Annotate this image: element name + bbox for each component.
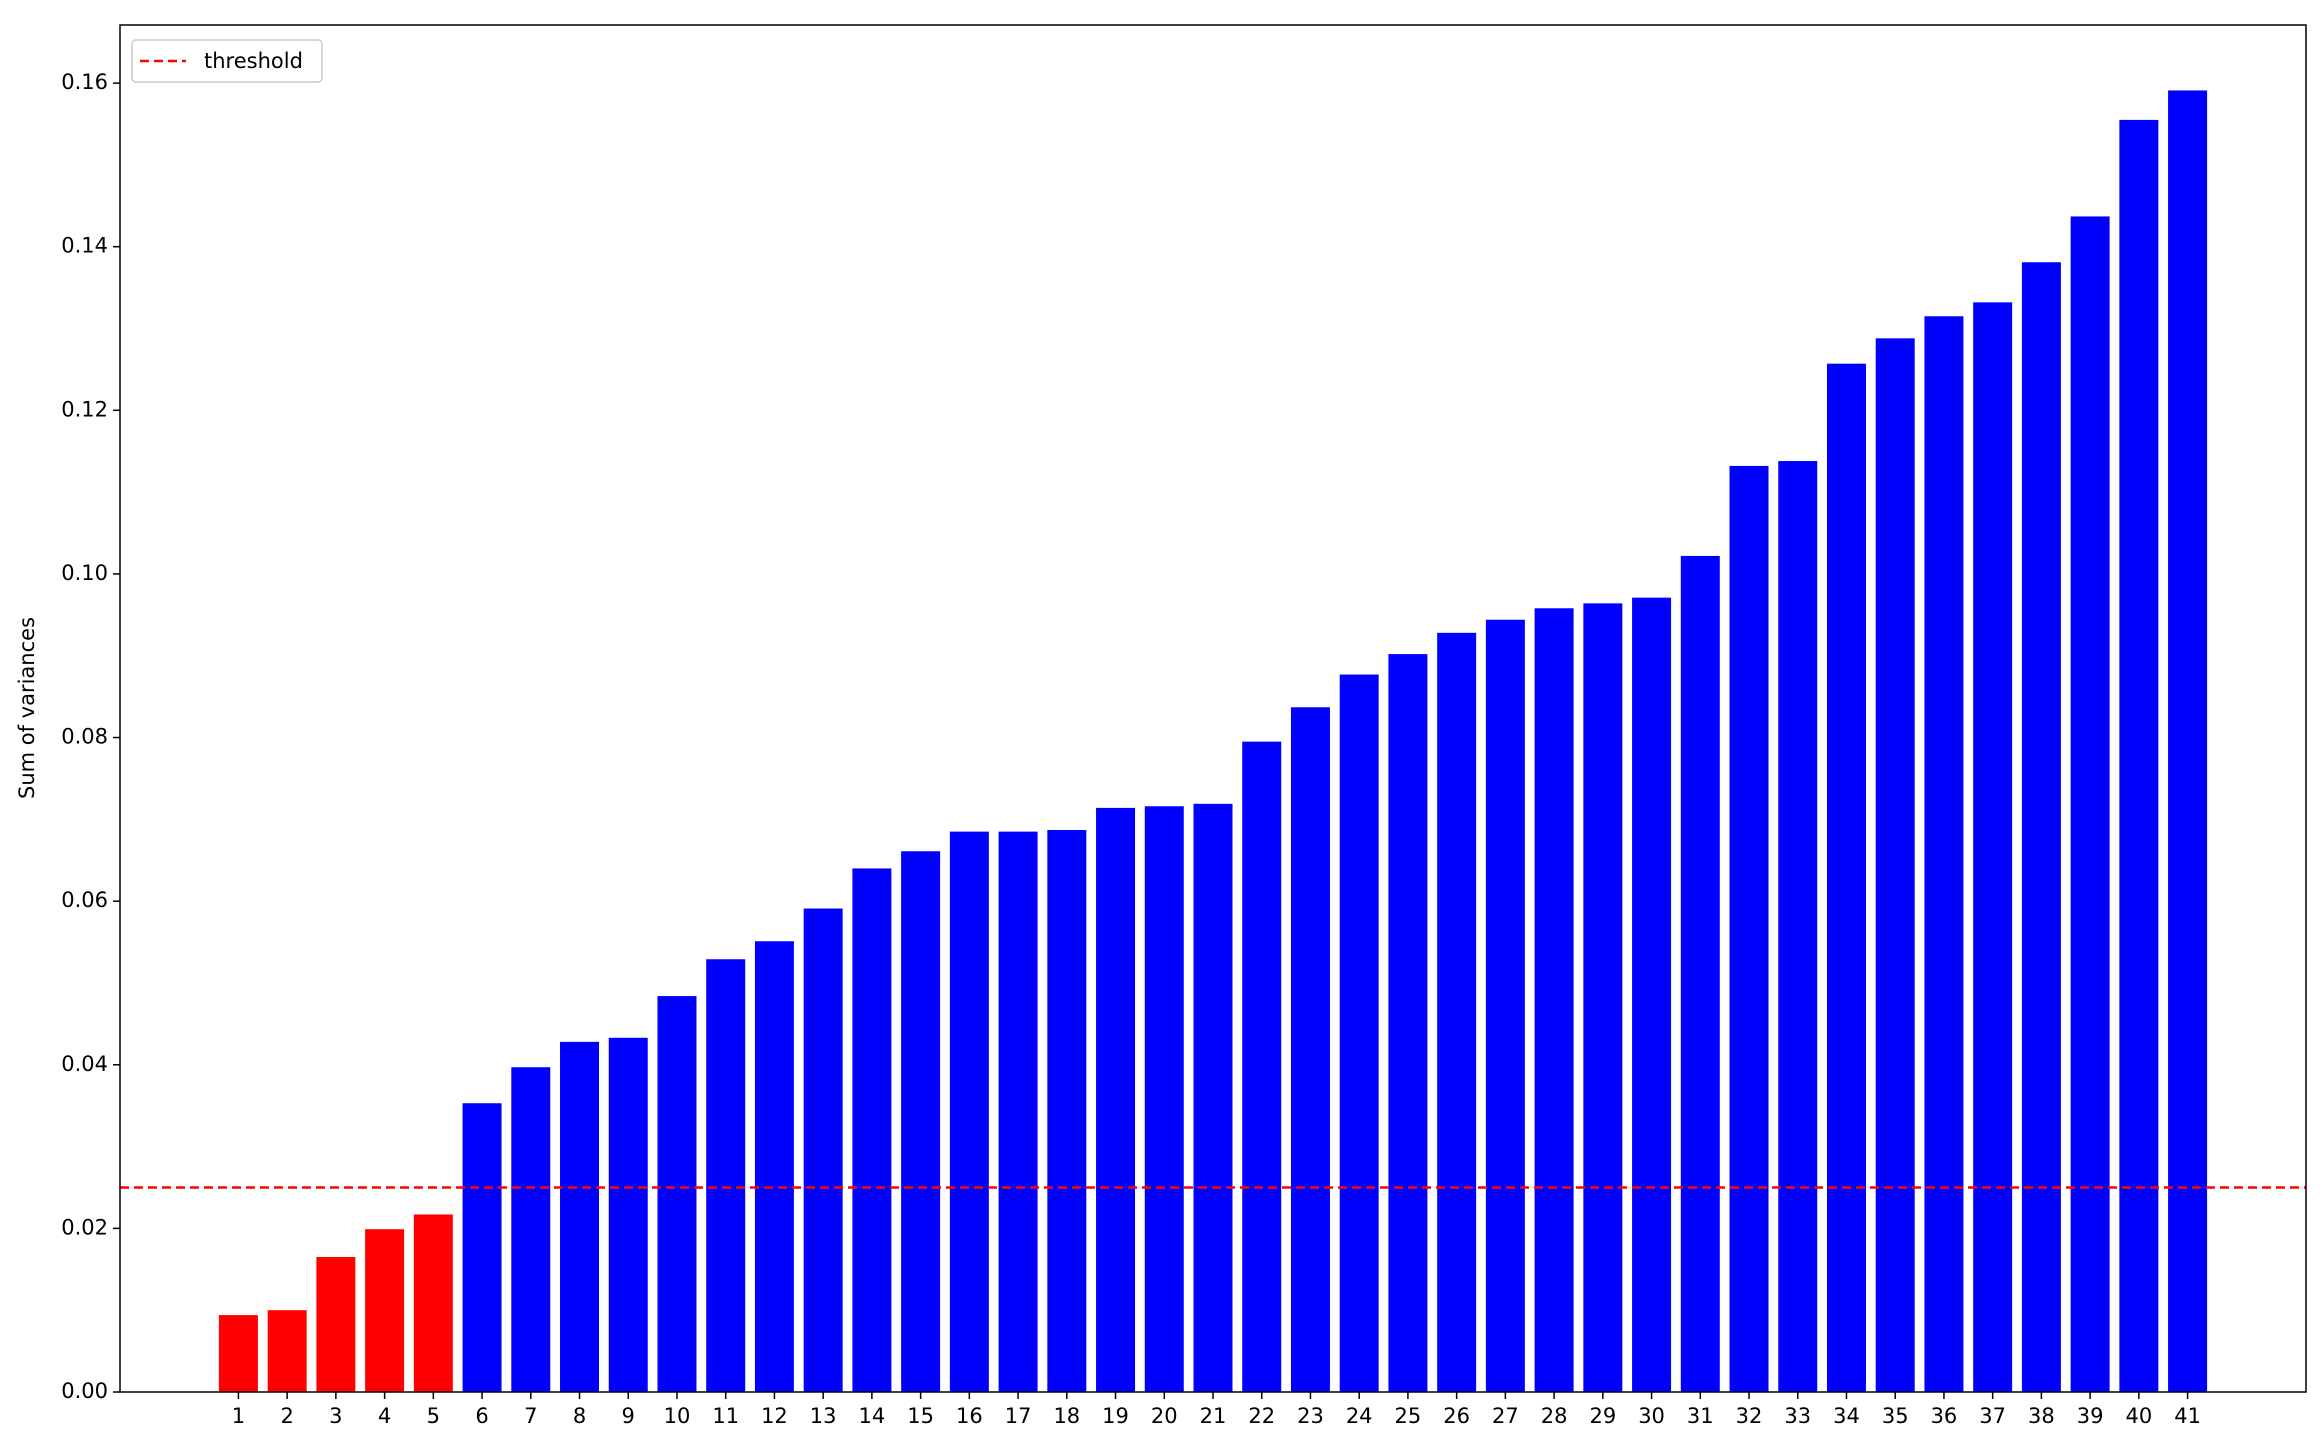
x-tick-label: 18	[1053, 1404, 1080, 1428]
bar	[1290, 707, 1330, 1392]
bar	[1924, 316, 1964, 1392]
x-tick-label: 8	[573, 1404, 586, 1428]
y-tick-label: 0.02	[61, 1215, 108, 1239]
y-tick-label: 0.04	[61, 1052, 108, 1076]
bar	[608, 1037, 648, 1392]
x-tick-label: 32	[1736, 1404, 1763, 1428]
bar	[852, 868, 892, 1392]
bar	[1242, 741, 1282, 1392]
x-tick-label: 25	[1395, 1404, 1422, 1428]
bar	[1193, 803, 1233, 1392]
x-tick-label: 30	[1638, 1404, 1665, 1428]
bar	[462, 1103, 502, 1392]
bar	[2119, 119, 2159, 1392]
x-tick-label: 31	[1687, 1404, 1714, 1428]
bar	[1583, 603, 1623, 1392]
y-tick-label: 0.08	[61, 725, 108, 749]
y-tick-label: 0.10	[61, 561, 108, 585]
bar	[1680, 555, 1720, 1392]
bar	[1729, 465, 1769, 1392]
y-tick-label: 0.14	[61, 234, 108, 258]
legend-label: threshold	[204, 49, 303, 73]
x-tick-label: 36	[1931, 1404, 1958, 1428]
x-tick-label: 19	[1102, 1404, 1129, 1428]
x-tick-label: 13	[810, 1404, 837, 1428]
bar	[1534, 608, 1574, 1392]
bar	[413, 1214, 453, 1392]
x-tick-label: 6	[475, 1404, 488, 1428]
bar	[1339, 674, 1379, 1392]
bar	[365, 1229, 405, 1392]
x-tick-label: 39	[2077, 1404, 2104, 1428]
y-tick-label: 0.00	[61, 1379, 108, 1403]
x-tick-label: 41	[2174, 1404, 2201, 1428]
x-tick-label: 38	[2028, 1404, 2055, 1428]
x-tick-label: 15	[907, 1404, 934, 1428]
x-tick-label: 3	[329, 1404, 342, 1428]
x-tick-label: 37	[1979, 1404, 2006, 1428]
bar	[998, 831, 1038, 1392]
y-axis-label: Sum of variances	[15, 617, 39, 799]
bar	[218, 1315, 258, 1392]
bar	[1826, 363, 1866, 1392]
bar	[803, 908, 843, 1392]
x-tick-label: 11	[712, 1404, 739, 1428]
x-tick-label: 20	[1151, 1404, 1178, 1428]
legend-box	[131, 39, 323, 83]
x-tick-label: 16	[956, 1404, 983, 1428]
x-tick-label: 28	[1541, 1404, 1568, 1428]
y-tick-label: 0.12	[61, 397, 108, 421]
bar	[1973, 302, 2013, 1392]
x-tick-label: 5	[427, 1404, 440, 1428]
x-tick-label: 27	[1492, 1404, 1519, 1428]
x-tick-label: 21	[1200, 1404, 1227, 1428]
x-tick-label: 26	[1443, 1404, 1470, 1428]
bar	[1875, 338, 1915, 1392]
bar	[2021, 262, 2061, 1392]
bar	[754, 941, 794, 1392]
bar	[949, 831, 989, 1392]
axes-frame	[119, 24, 2307, 1393]
x-tick-label: 1	[232, 1404, 245, 1428]
bar	[2070, 216, 2110, 1392]
bar	[1047, 829, 1087, 1392]
x-tick-label: 14	[859, 1404, 886, 1428]
x-tick-label: 17	[1005, 1404, 1032, 1428]
bar	[1096, 807, 1136, 1392]
x-tick-label: 24	[1346, 1404, 1373, 1428]
x-tick-label: 7	[524, 1404, 537, 1428]
bar	[1778, 461, 1818, 1392]
bar	[511, 1067, 551, 1392]
x-tick-label: 40	[2125, 1404, 2152, 1428]
x-tick-label: 23	[1297, 1404, 1324, 1428]
x-tick-label: 34	[1833, 1404, 1860, 1428]
x-tick-label: 12	[761, 1404, 788, 1428]
y-tick-label: 0.06	[61, 888, 108, 912]
bar	[1437, 632, 1477, 1392]
bar	[316, 1257, 356, 1392]
x-tick-label: 9	[622, 1404, 635, 1428]
bar	[657, 996, 697, 1392]
x-tick-label: 4	[378, 1404, 391, 1428]
y-tick-label: 0.16	[61, 70, 108, 94]
x-tick-label: 35	[1882, 1404, 1909, 1428]
bar	[1144, 806, 1184, 1392]
bar	[1632, 597, 1672, 1392]
x-tick-label: 33	[1784, 1404, 1811, 1428]
x-tick-label: 29	[1589, 1404, 1616, 1428]
bar	[1388, 654, 1428, 1392]
x-tick-label: 10	[664, 1404, 691, 1428]
bar	[560, 1041, 600, 1392]
x-tick-label: 22	[1248, 1404, 1275, 1428]
bar	[267, 1310, 307, 1392]
bar	[1485, 619, 1525, 1392]
bar	[706, 959, 746, 1392]
x-tick-label: 2	[280, 1404, 293, 1428]
bar	[901, 851, 941, 1392]
bar	[2168, 90, 2208, 1393]
